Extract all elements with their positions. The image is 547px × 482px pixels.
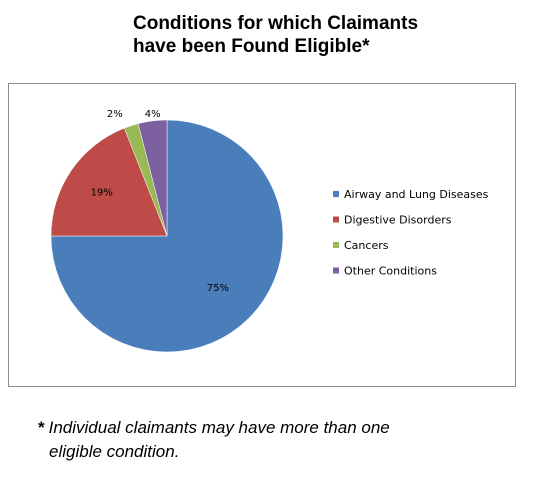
footnote: * Individual claimants may have more than…	[38, 416, 508, 464]
legend-entry: Digestive Disorders	[333, 214, 452, 227]
chart-area: 75% 19% 2% 4% Airway and Lung Diseases Diges…	[8, 83, 516, 387]
legend-swatch	[333, 267, 339, 274]
chart-title-line-2: have been Found Eligible*	[133, 36, 370, 57]
pie-chart: 75% 19% 2% 4% Airway and Lung Diseases Diges…	[50, 109, 489, 353]
chart-title: Conditions for which Claimants have been…	[133, 12, 493, 58]
legend-label: Cancers	[344, 239, 389, 252]
data-label: 75%	[207, 283, 229, 294]
pie-data-labels: 75% 19% 2% 4%	[91, 109, 229, 294]
footnote-line-2: eligible condition.	[49, 442, 180, 461]
pie-slices	[50, 119, 284, 353]
legend-label: Digestive Disorders	[344, 214, 452, 227]
legend-swatch	[333, 216, 339, 223]
legend-swatch	[333, 242, 339, 248]
data-label: 2%	[107, 109, 123, 120]
legend-swatch	[333, 191, 339, 197]
pie-slice-other-conditions	[137, 119, 168, 237]
legend-entry: Other Conditions	[333, 265, 437, 278]
footnote-marker: *	[38, 418, 45, 437]
footnote-line-1: Individual claimants may have more than …	[48, 418, 390, 437]
data-label: 19%	[91, 188, 113, 199]
legend-entry: Cancers	[333, 239, 389, 252]
pie-slice-airway-and-lung-diseases	[50, 119, 284, 353]
data-label: 4%	[145, 109, 161, 120]
legend-entry: Airway and Lung Diseases	[333, 188, 489, 201]
pie-slice-digestive-disorders	[50, 127, 168, 237]
chart-legend: Airway and Lung Diseases Digestive Disord…	[333, 188, 489, 278]
legend-label: Airway and Lung Diseases	[344, 188, 489, 201]
chart-title-line-1: Conditions for which Claimants	[133, 13, 419, 34]
legend-label: Other Conditions	[344, 265, 437, 278]
